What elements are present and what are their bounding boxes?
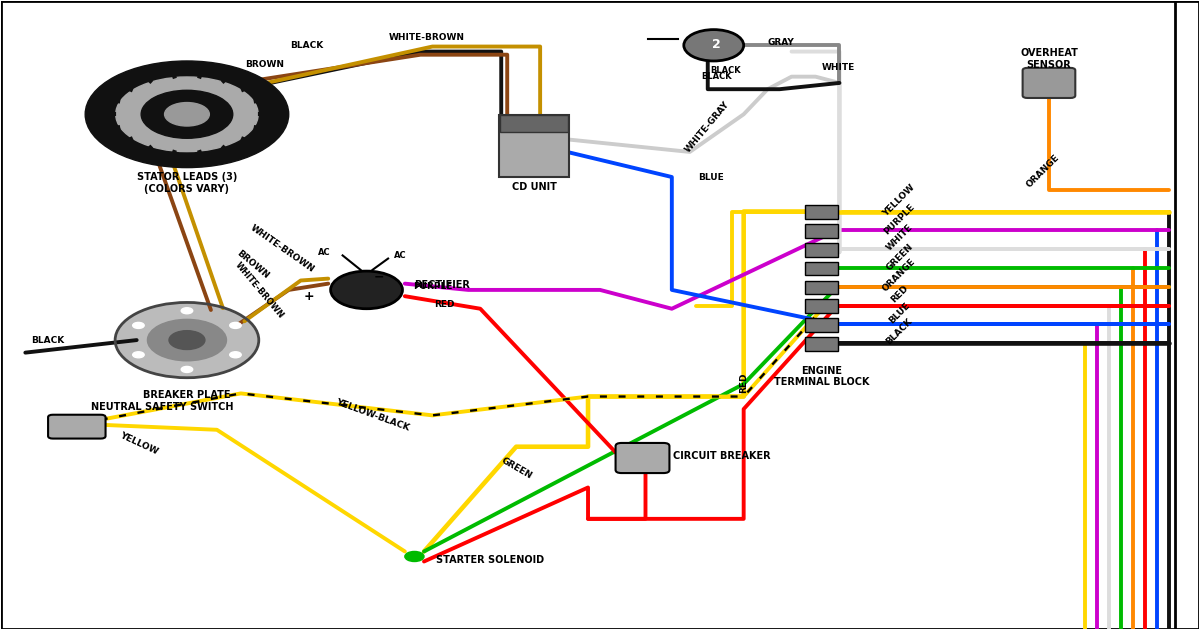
- Text: BROWN: BROWN: [245, 60, 284, 69]
- FancyBboxPatch shape: [499, 115, 570, 176]
- Text: RED: RED: [434, 301, 455, 309]
- FancyBboxPatch shape: [616, 443, 670, 473]
- Circle shape: [169, 331, 205, 350]
- Circle shape: [404, 551, 424, 561]
- Text: RED: RED: [739, 372, 748, 393]
- Text: WHITE-GRAY: WHITE-GRAY: [684, 100, 732, 154]
- Text: BLACK: BLACK: [290, 41, 323, 50]
- Text: YELLOW-BLACK: YELLOW-BLACK: [335, 398, 410, 433]
- FancyBboxPatch shape: [805, 224, 839, 238]
- Circle shape: [115, 77, 258, 152]
- Circle shape: [164, 103, 209, 126]
- Text: YELLOW: YELLOW: [119, 431, 160, 456]
- Text: WHITE: WHITE: [884, 223, 914, 253]
- Circle shape: [142, 90, 233, 138]
- FancyBboxPatch shape: [805, 299, 839, 313]
- Text: 2: 2: [712, 38, 720, 50]
- Text: ORANGE: ORANGE: [881, 257, 918, 294]
- Text: NEUTRAL SAFETY SWITCH: NEUTRAL SAFETY SWITCH: [91, 402, 234, 412]
- Text: ENGINE
TERMINAL BLOCK: ENGINE TERMINAL BLOCK: [774, 365, 869, 387]
- Text: RED: RED: [889, 284, 910, 305]
- Text: GRAY: GRAY: [768, 38, 794, 47]
- FancyBboxPatch shape: [805, 243, 839, 256]
- FancyBboxPatch shape: [805, 318, 839, 332]
- Text: RECTIFIER: RECTIFIER: [414, 280, 470, 290]
- Text: −: −: [373, 271, 384, 284]
- Text: BREAKER PLATE: BREAKER PLATE: [143, 390, 230, 400]
- FancyBboxPatch shape: [805, 205, 839, 219]
- Text: WHITE-BROWN: WHITE-BROWN: [250, 224, 317, 275]
- Circle shape: [133, 352, 144, 358]
- Text: WHITE-BROWN: WHITE-BROWN: [233, 260, 284, 320]
- Text: AC: AC: [394, 251, 407, 260]
- Circle shape: [85, 61, 289, 168]
- Text: AC: AC: [318, 248, 331, 257]
- Text: BLUE: BLUE: [887, 301, 912, 326]
- Text: BLACK: BLACK: [701, 72, 732, 81]
- Circle shape: [331, 271, 402, 309]
- Circle shape: [229, 323, 241, 328]
- Circle shape: [229, 352, 241, 358]
- Text: WHITE-BROWN: WHITE-BROWN: [389, 33, 464, 42]
- FancyBboxPatch shape: [805, 337, 839, 351]
- Text: BLUE: BLUE: [698, 173, 724, 181]
- Text: GREEN: GREEN: [884, 241, 914, 272]
- Circle shape: [181, 307, 193, 314]
- Text: CIRCUIT BREAKER: CIRCUIT BREAKER: [673, 451, 770, 461]
- Text: PURPLE: PURPLE: [413, 282, 452, 291]
- Text: WHITE: WHITE: [822, 63, 854, 72]
- Text: BLACK: BLACK: [710, 66, 742, 75]
- FancyBboxPatch shape: [48, 415, 106, 438]
- Text: STATOR LEADS (3)
(COLORS VARY): STATOR LEADS (3) (COLORS VARY): [137, 173, 238, 194]
- Circle shape: [115, 302, 259, 378]
- Circle shape: [133, 323, 144, 328]
- Text: ORANGE: ORANGE: [1025, 152, 1061, 189]
- Text: YELLOW: YELLOW: [882, 183, 917, 218]
- FancyBboxPatch shape: [805, 261, 839, 275]
- Text: PURPLE: PURPLE: [882, 202, 917, 236]
- FancyBboxPatch shape: [500, 115, 569, 132]
- FancyBboxPatch shape: [805, 280, 839, 294]
- Text: GREEN: GREEN: [499, 456, 533, 481]
- Circle shape: [684, 30, 744, 61]
- Text: +: +: [304, 290, 314, 302]
- Circle shape: [148, 319, 227, 361]
- Text: OVERHEAT
SENSOR: OVERHEAT SENSOR: [1020, 49, 1078, 70]
- Circle shape: [181, 367, 193, 372]
- Text: BLACK: BLACK: [884, 317, 914, 347]
- Text: BLACK: BLACK: [31, 336, 65, 345]
- Text: BROWN: BROWN: [235, 249, 271, 281]
- Text: CD UNIT: CD UNIT: [511, 181, 557, 192]
- FancyBboxPatch shape: [1022, 68, 1075, 98]
- Text: STARTER SOLENOID: STARTER SOLENOID: [436, 554, 544, 564]
